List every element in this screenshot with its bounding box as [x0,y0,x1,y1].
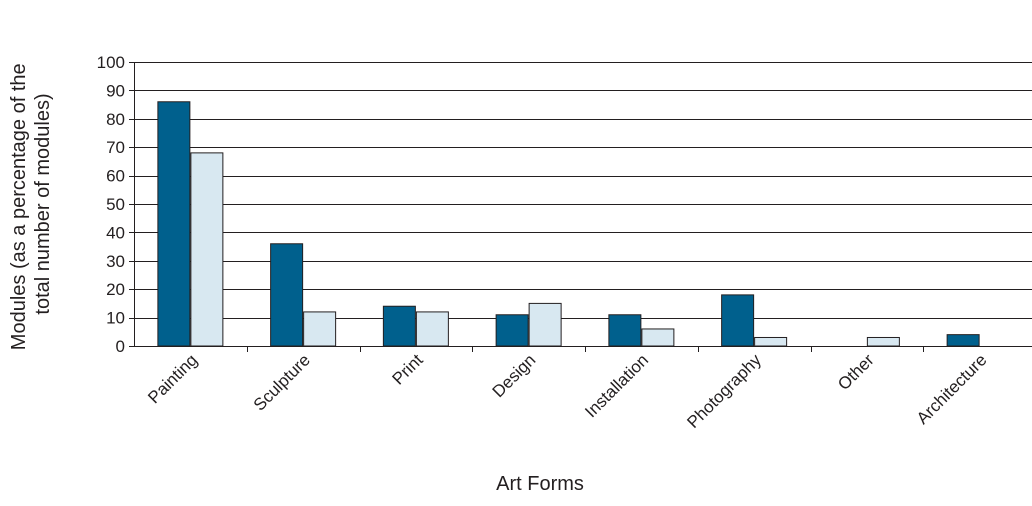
bar-1-sculpture [270,243,304,347]
y-tick-label: 10 [106,309,125,328]
bar-2-painting [190,152,224,347]
y-tick-label: 50 [106,195,125,214]
x-tick-label-architecture: Architecture [913,350,991,428]
y-axis-title-line-2: total number of modules) [32,93,54,314]
bar-2-design [528,302,562,347]
bar-1-print [382,305,416,347]
y-tick-label: 100 [97,53,125,72]
gridlines [134,62,1032,319]
x-tick-label-sculpture: Sculpture [250,350,314,414]
bar-2-photography [754,336,788,347]
x-tick-label-other: Other [834,350,878,394]
bar-1-architecture [946,334,980,347]
bar-2-print [415,311,449,347]
y-tick-label: 90 [106,81,125,100]
x-tick-label-design: Design [489,350,540,401]
bar-2-installation [641,328,675,347]
y-axis-title-line-1: Modules (as a percentage of the [8,63,30,350]
y-tick-labels: 0 10 20 30 40 50 60 70 80 90 100 [97,53,125,356]
axes [129,62,1032,352]
y-tick-label: 0 [116,337,125,356]
bar-1-design [495,314,529,347]
y-tick-label: 60 [106,167,125,186]
y-tick-label: 70 [106,138,125,157]
bars [157,101,980,347]
bar-2-other [866,336,900,347]
y-tick-label: 40 [106,223,125,242]
x-tick-label-painting: Painting [144,350,201,407]
bar-2-sculpture [303,311,337,347]
bar-1-photography [721,294,755,347]
bar-1-painting [157,101,191,347]
bar-1-installation [608,314,642,347]
x-axis-title: Art Forms [496,473,584,495]
y-tick-label: 30 [106,252,125,271]
x-tick-label-print: Print [389,350,427,388]
y-axis-title: Modules (as a percentage of the total nu… [8,58,54,350]
y-tick-label: 80 [106,110,125,129]
x-tick-label-photography: Photography [683,350,765,432]
x-tick-label-installation: Installation [581,350,652,421]
x-tick-labels: Painting Sculpture Print Design Installation… [144,350,990,432]
y-tick-label: 20 [106,280,125,299]
